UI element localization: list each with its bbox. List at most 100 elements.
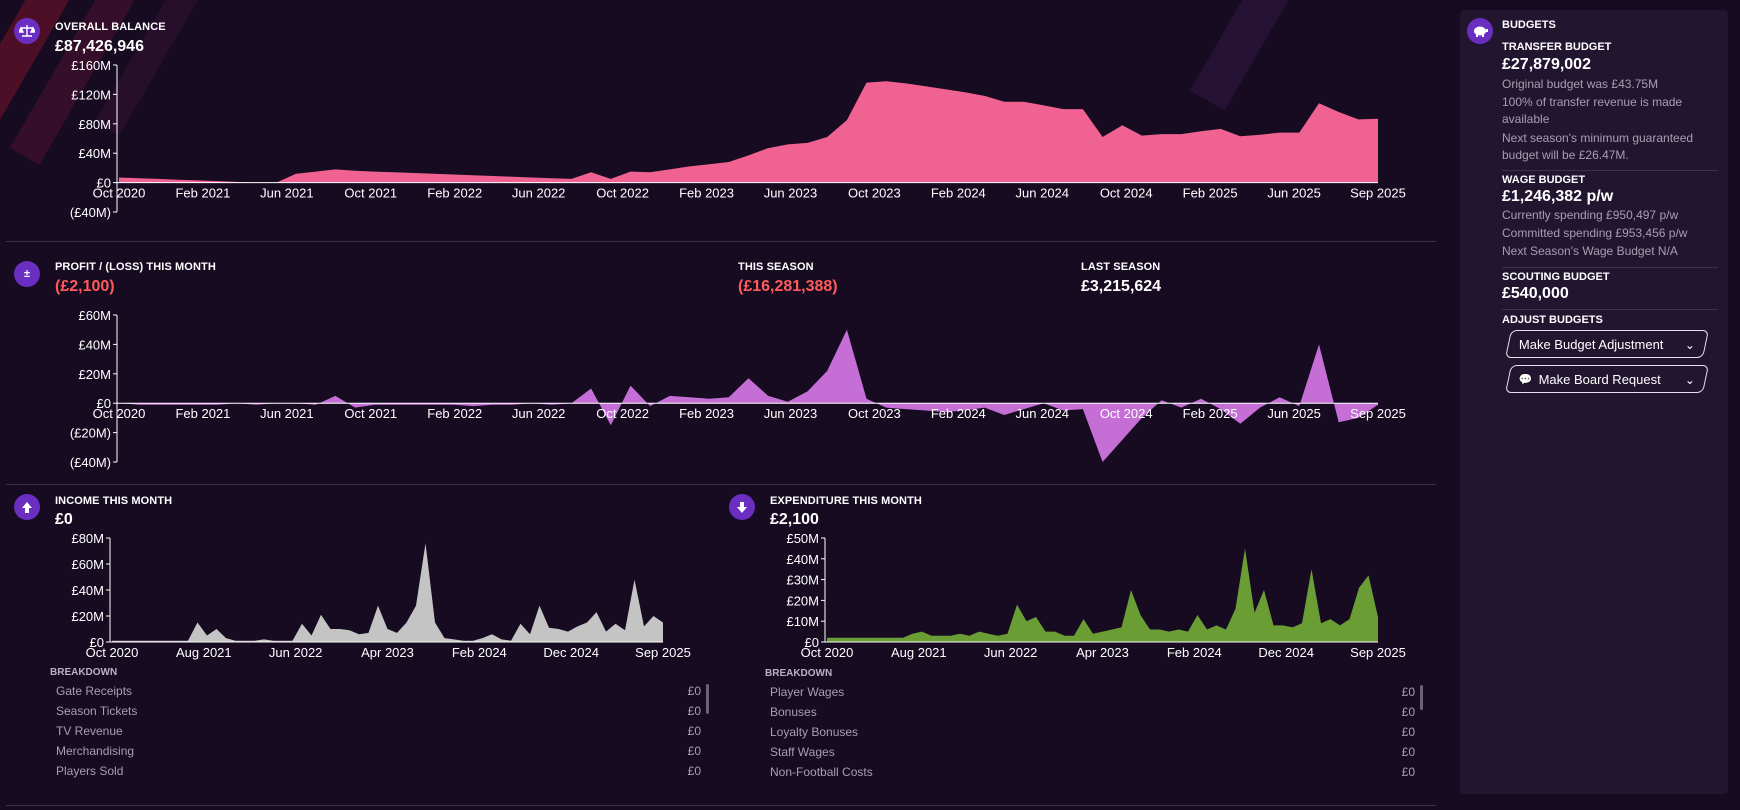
income-breakdown-scrollbar[interactable] — [706, 684, 709, 714]
y-tick-label: £40M — [786, 552, 819, 567]
balance-chart: £160M £120M £80M £40M £0 (£40M) Oct 2020 Feb 20… — [70, 58, 1406, 220]
x-tick-label: Sep 2025 — [1350, 406, 1406, 421]
scouting-budget-label: SCOUTING BUDGET — [1502, 271, 1610, 283]
x-tick-label: Jun 2022 — [984, 645, 1038, 660]
breakdown-label: Staff Wages — [770, 745, 835, 759]
breakdown-value: £0 — [1401, 745, 1415, 759]
breakdown-value: £0 — [687, 744, 701, 758]
x-tick-label: Jun 2024 — [1016, 186, 1070, 201]
chevron-down-icon: ⌄ — [1684, 337, 1695, 351]
arrow-up-icon — [14, 494, 40, 520]
x-tick-label: Oct 2020 — [801, 645, 854, 660]
x-tick-label: Feb 2024 — [1167, 645, 1222, 660]
expenditure-area — [827, 548, 1378, 642]
panel-divider — [1502, 309, 1718, 310]
section-divider — [6, 484, 1436, 485]
breakdown-row: Gate Receipts £0 — [56, 684, 701, 698]
y-tick-label: £80M — [71, 531, 104, 546]
profit-value: (£2,100) — [55, 278, 115, 295]
x-tick-label: Sep 2025 — [1350, 645, 1406, 660]
x-tick-label: Aug 2021 — [176, 645, 232, 660]
breakdown-row: Staff Wages £0 — [770, 745, 1415, 759]
profit-title: PROFIT / (LOSS) THIS MONTH — [55, 261, 216, 273]
y-tick-label: £20M — [71, 609, 104, 624]
x-tick-label: Dec 2024 — [543, 645, 599, 660]
x-tick-label: Feb 2022 — [427, 186, 482, 201]
x-tick-label: Oct 2020 — [93, 406, 146, 421]
income-title: INCOME THIS MONTH — [55, 495, 173, 507]
y-tick-label: £160M — [71, 58, 111, 73]
breakdown-label: Season Tickets — [56, 704, 138, 718]
y-tick-label: (£40M) — [70, 205, 111, 220]
plus-minus-icon: ± — [14, 261, 40, 287]
make-budget-adjustment-button[interactable]: Make Budget Adjustment ⌄ — [1505, 330, 1709, 358]
income-breakdown-title: BREAKDOWN — [50, 667, 118, 678]
breakdown-value: £0 — [1401, 725, 1415, 739]
profit-area — [119, 329, 1378, 462]
expenditure-breakdown-title: BREAKDOWN — [765, 668, 833, 679]
y-tick-label: £40M — [71, 583, 104, 598]
breakdown-row: Bonuses £0 — [770, 705, 1415, 719]
y-tick-label: £80M — [78, 117, 111, 132]
x-tick-label: Jun 2023 — [764, 406, 818, 421]
y-tick-label: £50M — [786, 531, 819, 546]
budgets-title: BUDGETS — [1502, 19, 1556, 31]
x-tick-label: Feb 2023 — [679, 406, 734, 421]
transfer-budget-label: TRANSFER BUDGET — [1502, 41, 1612, 53]
x-tick-label: Feb 2024 — [931, 186, 986, 201]
speech-bubble-icon: 💬 — [1519, 373, 1533, 386]
expenditure-title: EXPENDITURE THIS MONTH — [770, 495, 922, 507]
x-tick-label: Feb 2021 — [175, 186, 230, 201]
balance-title: OVERALL BALANCE — [55, 21, 166, 33]
profit-chart: £60M £40M £20M £0 (£20M) (£40M) Oct 2020 Feb 20… — [70, 308, 1406, 470]
y-tick-label: (£20M) — [70, 426, 111, 441]
y-tick-label: (£40M) — [70, 455, 111, 470]
wage-budget-note: Next Season's Wage Budget N/A — [1502, 244, 1678, 258]
y-tick-label: £0 — [97, 176, 111, 191]
x-tick-label: Apr 2023 — [361, 645, 414, 660]
last-season-value: £3,215,624 — [1081, 278, 1162, 295]
transfer-budget-note: Original budget was £43.75M — [1502, 77, 1659, 91]
breakdown-label: Merchandising — [56, 744, 135, 758]
this-season-label: THIS SEASON — [738, 261, 814, 273]
scales-icon — [14, 18, 40, 44]
last-season-label: LAST SEASON — [1081, 261, 1161, 273]
x-tick-label: Sep 2025 — [635, 645, 691, 660]
breakdown-label: Bonuses — [770, 705, 817, 719]
x-tick-label: Oct 2022 — [596, 406, 649, 421]
transfer-budget-note: 100% of transfer revenue is made availab… — [1502, 95, 1683, 126]
x-tick-label: Apr 2023 — [1076, 645, 1129, 660]
breakdown-row: Merchandising £0 — [56, 744, 701, 758]
budget-adjustment-label: Make Budget Adjustment — [1519, 336, 1664, 352]
y-tick-label: £0 — [90, 635, 104, 650]
board-request-label: Make Board Request — [1538, 371, 1661, 387]
section-divider — [6, 241, 1436, 242]
breakdown-row: Loyalty Bonuses £0 — [770, 725, 1415, 739]
x-tick-label: Oct 2020 — [93, 186, 146, 201]
expenditure-breakdown-scrollbar[interactable] — [1420, 685, 1423, 710]
balance-value: £87,426,946 — [55, 38, 144, 55]
x-tick-label: Sep 2025 — [1350, 186, 1406, 201]
x-tick-label: Oct 2024 — [1100, 406, 1153, 421]
breakdown-label: Players Sold — [56, 764, 124, 778]
scouting-budget-value: £540,000 — [1502, 285, 1569, 302]
make-board-request-button[interactable]: 💬 Make Board Request ⌄ — [1505, 365, 1709, 393]
budgets-panel: BUDGETS TRANSFER BUDGET £27,879,002 Orig… — [1460, 10, 1728, 794]
x-tick-label: Jun 2024 — [1016, 406, 1070, 421]
y-tick-label: £30M — [786, 573, 819, 588]
y-tick-label: £40M — [78, 337, 111, 352]
breakdown-value: £0 — [687, 764, 701, 778]
section-divider — [6, 805, 1436, 806]
this-season-value: (£16,281,388) — [738, 278, 838, 295]
y-tick-label: £60M — [71, 557, 104, 572]
x-tick-label: Oct 2022 — [596, 186, 649, 201]
x-tick-label: Feb 2025 — [1183, 186, 1238, 201]
y-tick-label: £40M — [78, 146, 111, 161]
x-tick-label: Oct 2020 — [86, 645, 139, 660]
panel-divider — [1502, 267, 1718, 268]
piggy-bank-icon — [1467, 18, 1493, 44]
wage-budget-label: WAGE BUDGET — [1502, 174, 1586, 186]
x-tick-label: Jun 2021 — [260, 406, 314, 421]
x-tick-label: Jun 2021 — [260, 186, 314, 201]
